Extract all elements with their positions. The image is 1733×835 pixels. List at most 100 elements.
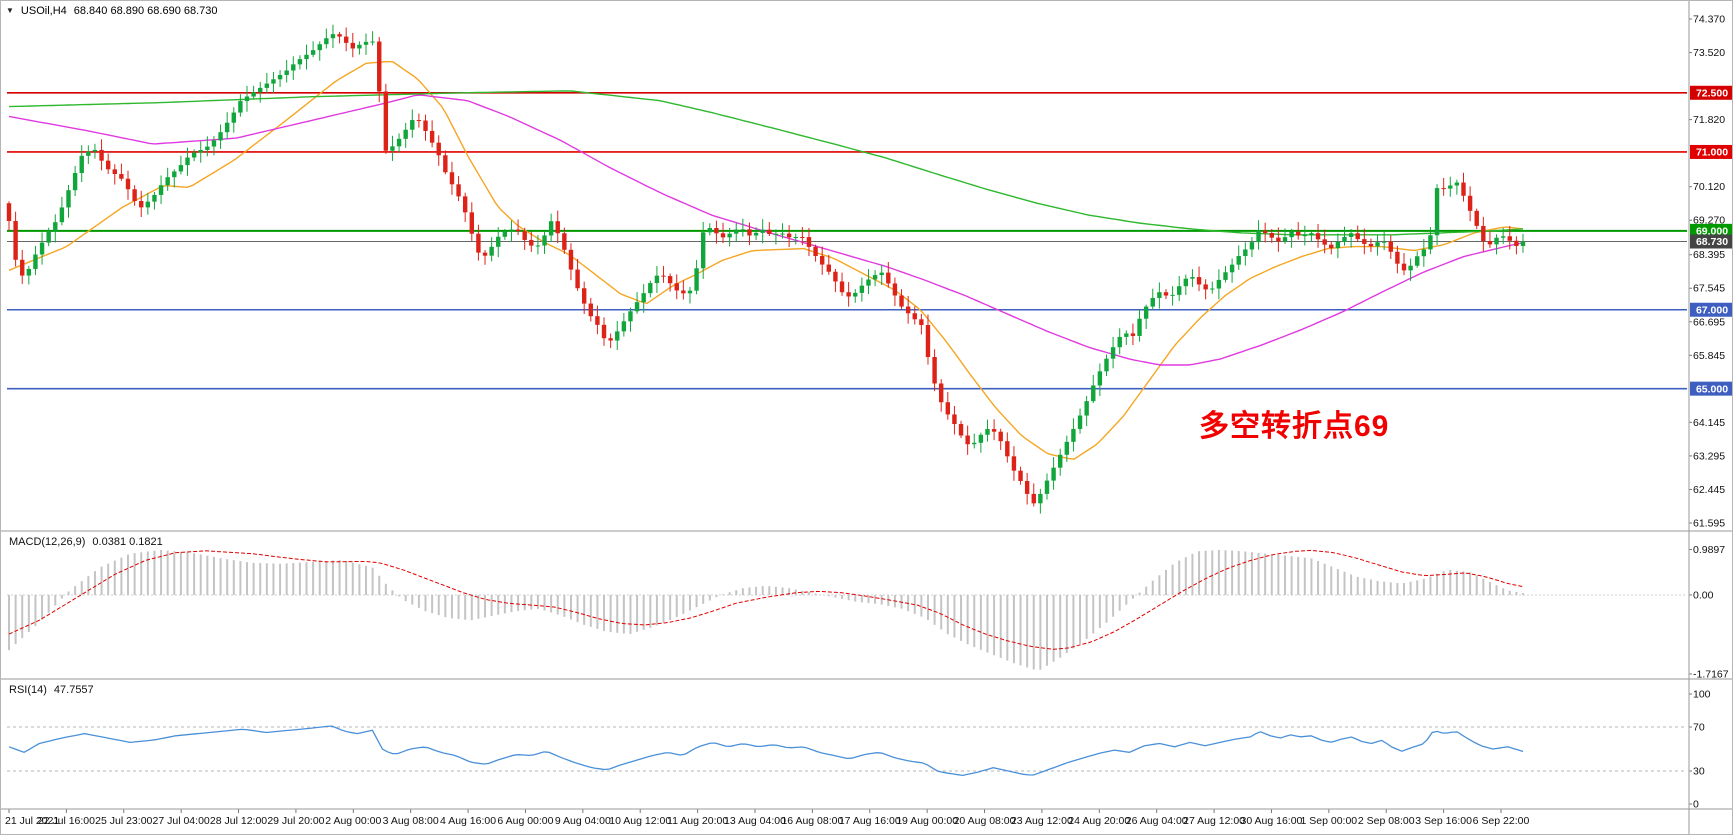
candle-up [1077,415,1083,429]
candle-down [886,272,891,284]
candle-down [515,229,521,232]
time-axis-label: 3 Aug 08:00 [383,815,439,827]
candle-up [46,231,51,243]
ma-mid-magenta-line [8,94,1524,366]
candle-down [1362,239,1367,244]
candle-down [1203,284,1208,290]
price-level-badge [1690,234,1732,249]
macd-indicator-label: MACD(12,26,9) 0.0381 0.1821 [9,536,163,548]
candle-up [211,140,217,147]
price-axis-label: 71.820 [1693,114,1725,126]
candle-up [1177,286,1182,295]
rsi-line [8,725,1524,777]
candle-up [687,290,693,294]
candle-down [575,269,580,289]
candle-up [1454,182,1460,186]
candle-down [1467,195,1473,211]
candle-up [1091,385,1096,402]
candle-down [529,239,534,246]
candle-down [20,259,25,276]
candle-down [1031,493,1036,504]
candle-up [1335,241,1341,249]
candle-up [152,194,157,202]
collapse-icon[interactable]: ▼ [6,6,14,15]
candle-up [1071,428,1076,442]
price-level-badge [1690,85,1732,100]
macd-pane[interactable] [1,531,1733,679]
candle-up [1375,242,1380,247]
candle-down [555,221,560,234]
symbol-title: USOil,H4 [20,5,67,17]
candle-up [1434,188,1440,236]
candle-down [595,316,600,325]
rsi-axis-label: 70 [1693,722,1705,734]
candle-up [297,59,303,65]
candle-down [674,283,679,291]
time-axis-label: 26 Aug 04:00 [1126,815,1188,827]
candle-down [423,120,428,131]
candle-up [33,254,38,269]
candle-down [932,356,937,384]
candle-up [251,92,256,97]
price-axis-label: 66.695 [1693,316,1725,328]
candle-up [1190,277,1195,279]
candle-down [568,249,574,270]
candle-up [780,233,785,235]
candle-down [846,292,851,297]
candle-down [1269,233,1274,238]
candle-up [740,229,746,231]
macd-axis-label: 0.9897 [1693,544,1725,556]
candle-up [502,231,508,237]
price-level-badge [1690,302,1732,317]
candle-up [310,50,316,55]
candle-up [1500,236,1506,238]
candle-up [72,172,78,191]
time-axis-label: 10 Aug 12:00 [609,815,671,827]
macd-axis-label: 0.00 [1693,590,1714,602]
candle-up [390,146,395,151]
candle-up [1210,288,1215,290]
candle-up [284,70,289,75]
candle-up [694,268,699,291]
candle-up [53,222,58,232]
candle-up [1381,241,1387,243]
candle-up [1216,279,1222,289]
candle-up [218,132,223,141]
candle-down [13,220,18,260]
candle-down [105,160,111,170]
candle-down [377,41,382,92]
candle-up [978,434,984,443]
rsi-pane[interactable] [1,679,1733,809]
candle-up [1137,318,1142,336]
candle-up [1520,241,1526,246]
time-axis-label: 6 Sep 22:00 [1473,815,1530,827]
candle-down [1368,243,1374,247]
time-axis-label: 16 Aug 08:00 [781,815,843,827]
candle-down [800,236,805,238]
candle-up [304,54,309,60]
candle-down [919,319,924,326]
annotation-text[interactable]: 多空转折点69 [1199,410,1390,443]
price-level-badge [1690,381,1732,396]
candle-up [1150,297,1155,307]
candle-up [1064,441,1070,455]
candle-up [1157,292,1162,298]
candle-up [853,292,858,297]
candle-down [1196,277,1202,285]
candle-down [1441,188,1446,190]
candle-down [681,290,686,294]
candle-up [39,242,45,255]
candle-up [634,302,640,312]
candle-up [1097,371,1103,386]
candle-up [1256,230,1261,243]
time-axis-label: 13 Aug 04:00 [724,815,786,827]
candle-up [317,44,322,51]
candle-up [734,229,739,234]
main-chart-pane[interactable] [1,1,1733,531]
candle-down [786,233,792,238]
rsi-name: RSI(14) [9,684,47,696]
candle-up [1104,358,1109,372]
candle-down [132,189,137,201]
